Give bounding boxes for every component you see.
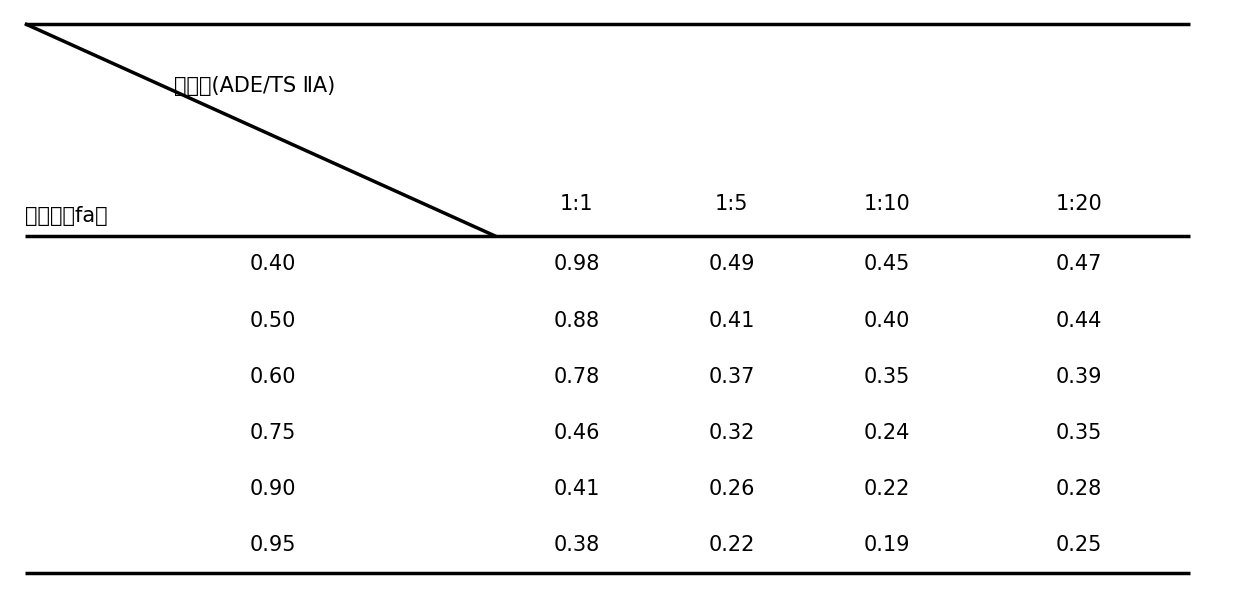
Text: 0.35: 0.35 <box>863 367 910 387</box>
Text: 0.19: 0.19 <box>863 535 910 555</box>
Text: 0.60: 0.60 <box>249 367 296 387</box>
Text: 0.40: 0.40 <box>863 311 910 330</box>
Text: 0.78: 0.78 <box>553 367 600 387</box>
Text: 0.24: 0.24 <box>863 423 910 443</box>
Text: 1:5: 1:5 <box>714 194 749 214</box>
Text: 0.45: 0.45 <box>863 255 910 274</box>
Text: 0.37: 0.37 <box>708 367 755 387</box>
Text: 0.28: 0.28 <box>1055 479 1102 499</box>
Text: 0.46: 0.46 <box>553 423 600 443</box>
Text: 0.39: 0.39 <box>1055 367 1102 387</box>
Text: 1:10: 1:10 <box>863 194 910 214</box>
Text: 0.49: 0.49 <box>708 255 755 274</box>
Text: 0.47: 0.47 <box>1055 255 1102 274</box>
Text: 0.50: 0.50 <box>249 311 296 330</box>
Text: 0.35: 0.35 <box>1055 423 1102 443</box>
Text: 0.90: 0.90 <box>249 479 296 499</box>
Text: 0.22: 0.22 <box>863 479 910 499</box>
Text: 0.95: 0.95 <box>249 535 296 555</box>
Text: 0.75: 0.75 <box>249 423 296 443</box>
Text: 0.25: 0.25 <box>1055 535 1102 555</box>
Text: 0.98: 0.98 <box>553 255 600 274</box>
Text: 0.38: 0.38 <box>553 535 600 555</box>
Text: 0.41: 0.41 <box>708 311 755 330</box>
Text: 1:20: 1:20 <box>1055 194 1102 214</box>
Text: 0.41: 0.41 <box>553 479 600 499</box>
Text: 1:1: 1:1 <box>559 194 594 214</box>
Text: 摩尔比(ADE/TS ⅡA): 摩尔比(ADE/TS ⅡA) <box>174 76 335 96</box>
Text: 0.22: 0.22 <box>708 535 755 555</box>
Text: 0.32: 0.32 <box>708 423 755 443</box>
Text: 0.26: 0.26 <box>708 479 755 499</box>
Text: 0.88: 0.88 <box>553 311 600 330</box>
Text: 0.44: 0.44 <box>1055 311 1102 330</box>
Text: 抑制率（fa）: 抑制率（fa） <box>25 206 108 226</box>
Text: 0.40: 0.40 <box>249 255 296 274</box>
